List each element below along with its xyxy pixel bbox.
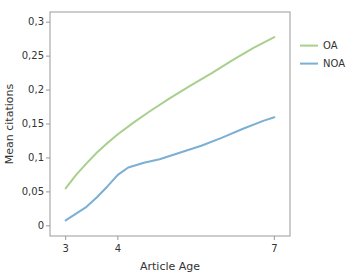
axes: 0 0,05 0,1 0,15 0,2 0,25 0,3 3 4 7 (22, 16, 278, 254)
y-tick (46, 124, 50, 125)
x-tick (117, 236, 118, 240)
y-axis-label: Mean citations (3, 84, 16, 165)
y-tick (46, 90, 50, 91)
y-tick (46, 191, 50, 192)
series-line (66, 117, 275, 220)
x-tick (65, 236, 66, 240)
legend: OA NOA (300, 40, 345, 69)
y-tick-label: 0,1 (28, 152, 44, 163)
chart-container: 0 0,05 0,1 0,15 0,2 0,25 0,3 3 4 7 Article Age Mean… (0, 0, 352, 276)
series-line (66, 37, 275, 188)
series-group (66, 37, 275, 220)
x-tick-label: 4 (115, 243, 121, 254)
y-tick-label: 0,3 (28, 16, 44, 27)
x-axis-label: Article Age (140, 260, 200, 273)
y-tick (46, 157, 50, 158)
x-tick (274, 236, 275, 240)
legend-swatch (300, 63, 318, 65)
y-tick (46, 56, 50, 57)
y-tick-label: 0,15 (22, 118, 44, 129)
chart-svg: 0 0,05 0,1 0,15 0,2 0,25 0,3 3 4 7 Article Age Mean… (0, 0, 352, 276)
x-tick-label: 7 (271, 243, 277, 254)
y-tick-label: 0 (38, 220, 44, 231)
legend-swatch (300, 45, 318, 47)
x-tick-label: 3 (62, 243, 68, 254)
y-tick (46, 22, 50, 23)
y-tick (46, 225, 50, 226)
plot-frame (50, 12, 290, 236)
legend-label: OA (323, 40, 338, 51)
y-tick-label: 0,2 (28, 84, 44, 95)
y-tick-label: 0,25 (22, 50, 44, 61)
y-tick-label: 0,05 (22, 186, 44, 197)
legend-label: NOA (323, 58, 345, 69)
